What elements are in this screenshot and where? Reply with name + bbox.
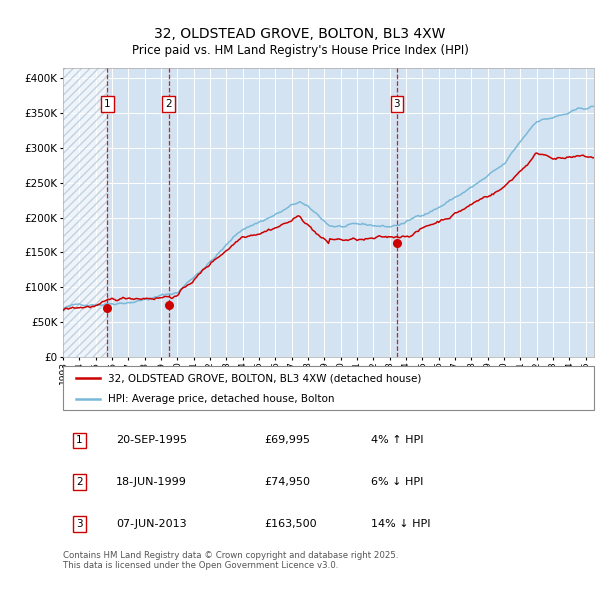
Text: 1: 1 <box>76 435 83 445</box>
Text: 2: 2 <box>165 99 172 109</box>
Text: 3: 3 <box>394 99 400 109</box>
Text: £69,995: £69,995 <box>265 435 311 445</box>
Text: £74,950: £74,950 <box>265 477 311 487</box>
Text: 2: 2 <box>76 477 83 487</box>
Bar <box>107 68 169 357</box>
Text: £163,500: £163,500 <box>265 519 317 529</box>
Bar <box>169 68 397 357</box>
Text: 32, OLDSTEAD GROVE, BOLTON, BL3 4XW: 32, OLDSTEAD GROVE, BOLTON, BL3 4XW <box>154 27 446 41</box>
Text: 14% ↓ HPI: 14% ↓ HPI <box>371 519 430 529</box>
Text: 07-JUN-2013: 07-JUN-2013 <box>116 519 187 529</box>
Text: HPI: Average price, detached house, Bolton: HPI: Average price, detached house, Bolt… <box>108 394 335 404</box>
Text: 3: 3 <box>76 519 83 529</box>
Text: 1: 1 <box>104 99 111 109</box>
Text: 20-SEP-1995: 20-SEP-1995 <box>116 435 187 445</box>
Text: Price paid vs. HM Land Registry's House Price Index (HPI): Price paid vs. HM Land Registry's House … <box>131 44 469 57</box>
Bar <box>397 68 594 357</box>
Bar <box>63 68 107 357</box>
Text: 4% ↑ HPI: 4% ↑ HPI <box>371 435 424 445</box>
Text: 18-JUN-1999: 18-JUN-1999 <box>116 477 187 487</box>
Text: 6% ↓ HPI: 6% ↓ HPI <box>371 477 424 487</box>
Text: Contains HM Land Registry data © Crown copyright and database right 2025.
This d: Contains HM Land Registry data © Crown c… <box>63 550 398 570</box>
Text: 32, OLDSTEAD GROVE, BOLTON, BL3 4XW (detached house): 32, OLDSTEAD GROVE, BOLTON, BL3 4XW (det… <box>108 373 422 383</box>
